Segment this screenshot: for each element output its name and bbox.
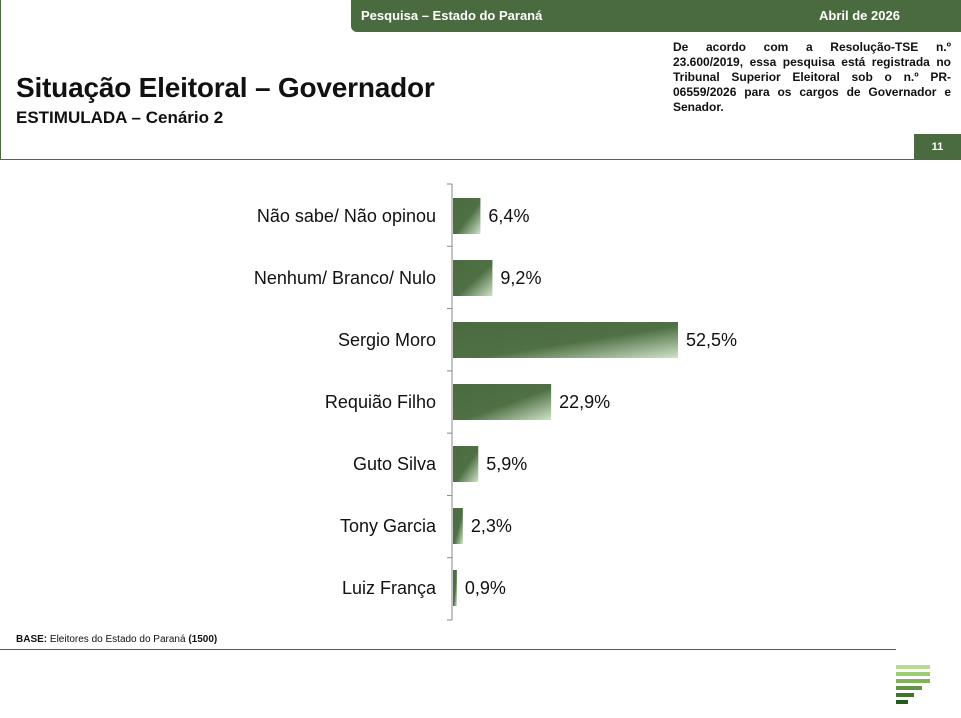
category-label: Guto Silva <box>353 454 437 474</box>
page-number-badge: 11 <box>914 134 961 159</box>
category-label: Luiz França <box>342 578 437 598</box>
base-note: BASE: Eleitores do Estado do Paraná (150… <box>16 634 217 645</box>
survey-label: Pesquisa – Estado do Paraná <box>361 8 543 23</box>
category-label: Sergio Moro <box>338 330 436 350</box>
page-number: 11 <box>931 140 944 153</box>
bar-chart: Não sabe/ Não opinou 6,4% Nenhum/ Branco/ … <box>254 183 737 621</box>
base-count: (1500) <box>188 634 218 645</box>
header-bar: Pesquisa – Estado do Paraná Abril de 202… <box>351 0 961 32</box>
bar <box>453 322 678 358</box>
data-label: 5,9% <box>486 454 527 474</box>
data-label: 6,4% <box>488 206 529 226</box>
bar <box>453 508 463 544</box>
data-label: 52,5% <box>686 330 737 350</box>
data-label: 22,9% <box>559 392 610 412</box>
base-label: BASE: <box>16 634 48 645</box>
category-label: Nenhum/ Branco/ Nulo <box>254 268 436 288</box>
registration-notice: De acordo com a Resolução-TSE n.º 23.600… <box>673 40 951 114</box>
brand-logo-icon <box>896 665 930 704</box>
page-subtitle: ESTIMULADA – Cenário 2 <box>16 108 224 127</box>
survey-date: Abril de 2026 <box>819 8 900 23</box>
footer-divider <box>0 649 896 650</box>
left-border-line <box>0 0 1 160</box>
base-text: Eleitores do Estado do Paraná <box>47 634 189 645</box>
data-label: 2,3% <box>471 516 512 536</box>
bar <box>453 446 479 482</box>
header-divider <box>0 159 961 160</box>
bar <box>453 198 481 234</box>
category-label: Não sabe/ Não opinou <box>257 206 436 226</box>
bar <box>453 570 457 606</box>
category-label: Tony Garcia <box>340 516 437 536</box>
page-title: Situação Eleitoral – Governador <box>16 72 435 103</box>
bar <box>453 260 493 296</box>
category-label: Requião Filho <box>325 392 436 412</box>
data-label: 0,9% <box>465 578 506 598</box>
data-label: 9,2% <box>500 268 541 288</box>
bar <box>453 384 552 420</box>
